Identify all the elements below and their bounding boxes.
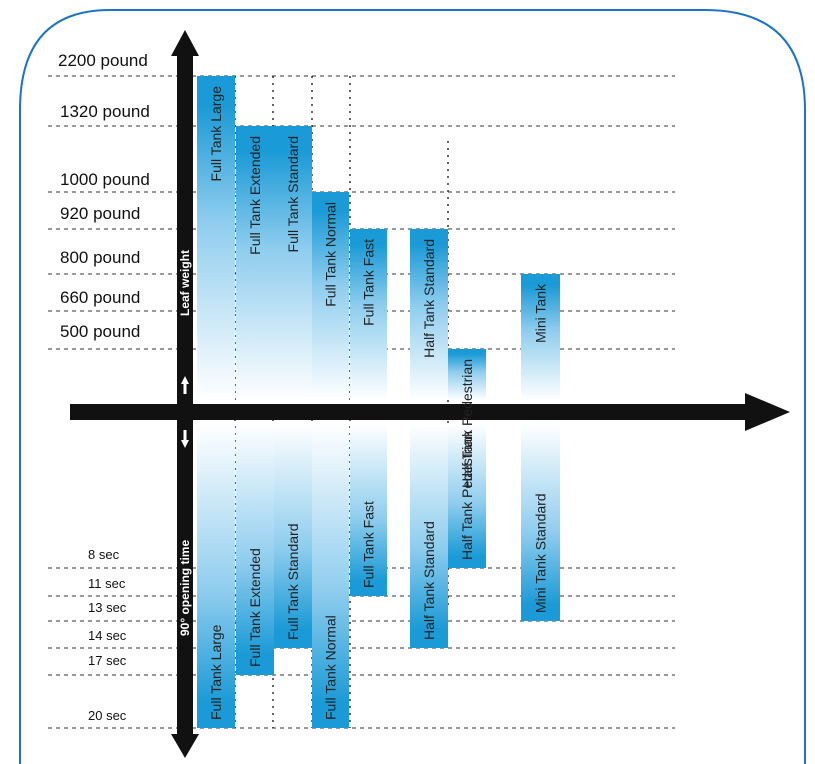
weight-bar-label: Full Tank Standard [285, 136, 301, 252]
time-bar-label: Full Tank Fast [361, 501, 377, 588]
x-axis-bar [70, 404, 750, 420]
weight-bar-label: Half Tank Standard [421, 239, 437, 358]
weight-tick-label: 1320 pound [60, 102, 150, 121]
weight-bar [274, 126, 312, 400]
up-arrow-shaft [183, 384, 187, 394]
time-axis-title: 90° opening time [178, 540, 192, 636]
time-bar [350, 424, 387, 596]
time-bar [521, 424, 560, 621]
weight-tick-label: 920 pound [60, 204, 140, 223]
weight-tick-label: 2200 pound [58, 51, 148, 70]
x-axis-arrowhead [745, 393, 790, 431]
time-bar-label: Half Tank Standard [421, 521, 437, 640]
weight-bar-label: Half Tank Pedestrian [459, 359, 475, 488]
time-bar-label: Mini Tank Standard [533, 493, 549, 613]
weight-bar-label: Full Tank Normal [323, 202, 339, 307]
time-bar [312, 424, 349, 728]
y-axis-arrowhead-up [171, 30, 199, 56]
time-bar-label: Full Tank Normal [323, 615, 339, 720]
weight-bar [448, 349, 486, 400]
weight-bar [410, 229, 448, 400]
time-bar [236, 424, 274, 675]
weight-bar [350, 229, 387, 400]
rounded-frame [19, 9, 806, 764]
weight-bar [312, 192, 349, 400]
time-tick-label: 13 sec [88, 600, 127, 615]
y-axis-bar [177, 50, 193, 740]
weight-bar-label: Full Tank Extended [247, 136, 263, 255]
time-bar-label: Full Tank Standard [285, 524, 301, 640]
weight-bar-label: Full Tank Fast [361, 239, 377, 326]
weight-axis-title: Leaf weight [178, 250, 192, 316]
time-tick-label: 17 sec [88, 653, 127, 668]
time-bar [448, 424, 486, 568]
time-tick-label: 8 sec [88, 547, 120, 562]
time-tick-label: 11 sec [88, 576, 126, 591]
down-arrow-shaft [183, 430, 187, 440]
weight-tick-label: 800 pound [60, 248, 140, 267]
weight-bar [236, 126, 274, 400]
weight-bar [521, 274, 560, 400]
time-bar-label: Full Tank Extended [247, 548, 263, 667]
time-bar [274, 424, 312, 648]
weight-bar-label: Full Tank Large [208, 86, 224, 182]
weight-bar-label: Mini Tank [533, 283, 549, 343]
time-tick-label: 20 sec [88, 708, 127, 723]
weight-tick-label: 660 pound [60, 288, 140, 307]
time-tick-label: 14 sec [88, 628, 127, 643]
time-bar [197, 424, 235, 728]
time-bar-label: Full Tank Large [208, 624, 224, 720]
time-bar-label: Half Tank Pedestrian [459, 431, 475, 560]
time-bar [410, 424, 448, 648]
weight-bar [197, 76, 235, 400]
y-axis-arrowhead-down [171, 734, 199, 758]
up-arrow-icon [181, 376, 189, 384]
weight-tick-label: 500 pound [60, 322, 140, 341]
weight-tick-label: 1000 pound [60, 170, 150, 189]
down-arrow-icon [181, 440, 189, 448]
